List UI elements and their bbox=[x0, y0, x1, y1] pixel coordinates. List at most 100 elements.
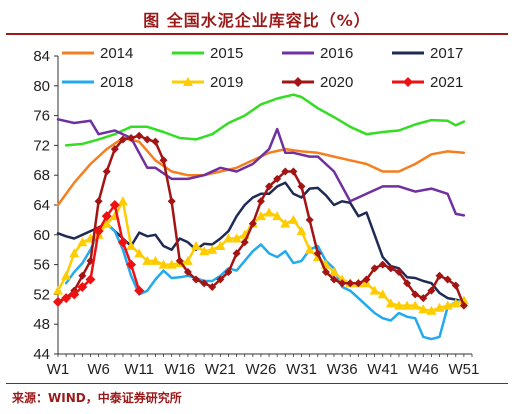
data-point-2021 bbox=[69, 289, 80, 300]
data-point-2020 bbox=[451, 281, 460, 290]
data-point-2020 bbox=[102, 167, 111, 176]
data-point-2020 bbox=[427, 286, 436, 295]
chart-title: 图 全国水泥企业库容比（%） bbox=[143, 11, 371, 30]
legend-marker bbox=[183, 77, 193, 86]
data-point-2020 bbox=[175, 256, 184, 265]
data-point-2021 bbox=[93, 226, 104, 237]
y-tick-label: 48 bbox=[33, 316, 50, 333]
legend-label: 2021 bbox=[430, 74, 463, 91]
data-point-2019 bbox=[329, 267, 339, 277]
y-tick-label: 60 bbox=[33, 227, 50, 244]
data-point-2019 bbox=[158, 259, 169, 269]
y-tick-label: 64 bbox=[33, 197, 50, 214]
footer-divider bbox=[6, 383, 508, 384]
data-point-2019 bbox=[223, 233, 234, 243]
data-point-2019 bbox=[69, 248, 80, 258]
y-tick-label: 72 bbox=[33, 137, 50, 154]
y-tick-label: 80 bbox=[33, 78, 50, 95]
x-tick-label: W6 bbox=[87, 361, 110, 378]
chart-legend: 2014 2015 2016 2017 2018 2019 2020 2021 bbox=[62, 45, 463, 91]
data-point-2019 bbox=[215, 240, 226, 250]
data-point-2020 bbox=[208, 282, 217, 291]
legend-item-2015: 2015 bbox=[172, 45, 243, 62]
data-point-2020 bbox=[459, 301, 468, 310]
series-2020 bbox=[54, 131, 468, 310]
x-tick-label: W41 bbox=[367, 361, 398, 378]
data-point-2020 bbox=[159, 156, 168, 165]
data-point-2020 bbox=[313, 249, 322, 258]
y-tick-label: 68 bbox=[33, 167, 50, 184]
data-point-2020 bbox=[362, 275, 371, 284]
data-point-2020 bbox=[386, 264, 395, 273]
data-point-2020 bbox=[78, 271, 87, 280]
data-point-2020 bbox=[232, 249, 241, 258]
y-tick-label: 56 bbox=[33, 257, 50, 274]
series-2021 bbox=[53, 200, 145, 307]
series-2015 bbox=[64, 93, 466, 147]
data-point-2020 bbox=[256, 197, 265, 206]
x-tick-label: W21 bbox=[205, 361, 236, 378]
data-point-2019 bbox=[207, 244, 218, 254]
legend-item-2017: 2017 bbox=[392, 45, 463, 62]
data-point-2019 bbox=[369, 285, 380, 295]
legend-item-2019: 2019 bbox=[172, 74, 243, 91]
data-point-2020 bbox=[354, 279, 363, 288]
data-point-2020 bbox=[321, 268, 330, 277]
data-point-2020 bbox=[330, 275, 338, 284]
data-point-2020 bbox=[200, 279, 209, 288]
legend-label: 2017 bbox=[430, 45, 463, 62]
data-point-2020 bbox=[338, 279, 347, 288]
legend-label: 2019 bbox=[210, 74, 243, 91]
data-point-2019 bbox=[402, 300, 413, 310]
data-point-2020 bbox=[297, 182, 306, 191]
data-point-2019 bbox=[264, 207, 275, 217]
legend-item-2014: 2014 bbox=[62, 45, 133, 62]
data-point-2020 bbox=[240, 238, 249, 247]
data-point-2019 bbox=[77, 237, 88, 247]
source-note: 来源：WIND，中泰证券研究所 bbox=[12, 391, 182, 405]
data-point-2021 bbox=[117, 237, 128, 248]
y-axis-tick-labels: 44 48 52 56 60 64 68 72 76 80 84 bbox=[33, 48, 50, 363]
data-point-2019 bbox=[150, 255, 161, 265]
data-point-2019 bbox=[296, 226, 307, 236]
data-point-2020 bbox=[248, 219, 257, 228]
chart-header: 图 全国水泥企业库容比（%） bbox=[0, 0, 514, 36]
data-point-2020 bbox=[118, 135, 127, 144]
data-point-2019 bbox=[426, 305, 437, 315]
x-tick-label: W51 bbox=[448, 361, 479, 378]
series-2019 bbox=[53, 196, 469, 315]
y-tick-label: 44 bbox=[33, 346, 50, 363]
data-point-2019 bbox=[166, 259, 177, 269]
data-point-2020 bbox=[135, 131, 144, 140]
data-point-2020 bbox=[94, 197, 103, 206]
data-point-2020 bbox=[281, 167, 290, 176]
x-tick-label: W1 bbox=[47, 361, 70, 378]
data-point-2019 bbox=[61, 270, 72, 280]
series-line-2018 bbox=[64, 222, 466, 341]
data-point-2020 bbox=[224, 268, 233, 277]
data-point-2019 bbox=[117, 196, 128, 206]
data-point-2019 bbox=[377, 289, 388, 299]
data-point-2019 bbox=[142, 255, 153, 265]
data-point-2020 bbox=[167, 197, 176, 206]
data-point-2020 bbox=[216, 275, 225, 284]
data-point-2020 bbox=[370, 264, 379, 273]
data-point-2020 bbox=[192, 275, 200, 284]
y-tick-label: 84 bbox=[33, 48, 50, 65]
data-point-2019 bbox=[126, 240, 137, 250]
x-tick-label: W26 bbox=[246, 361, 277, 378]
x-tick-label: W16 bbox=[164, 361, 195, 378]
legend-label: 2014 bbox=[100, 45, 133, 62]
data-point-2020 bbox=[419, 294, 428, 303]
legend-label: 2020 bbox=[320, 74, 353, 91]
data-point-2019 bbox=[53, 285, 63, 295]
legend-marker bbox=[403, 77, 413, 87]
data-point-2020 bbox=[443, 275, 452, 284]
data-point-2020 bbox=[265, 182, 274, 191]
data-point-2020 bbox=[273, 174, 282, 183]
y-tick-label: 76 bbox=[33, 108, 50, 125]
data-point-2021 bbox=[101, 211, 112, 222]
legend-label: 2015 bbox=[210, 45, 243, 62]
data-point-2019 bbox=[304, 244, 315, 254]
